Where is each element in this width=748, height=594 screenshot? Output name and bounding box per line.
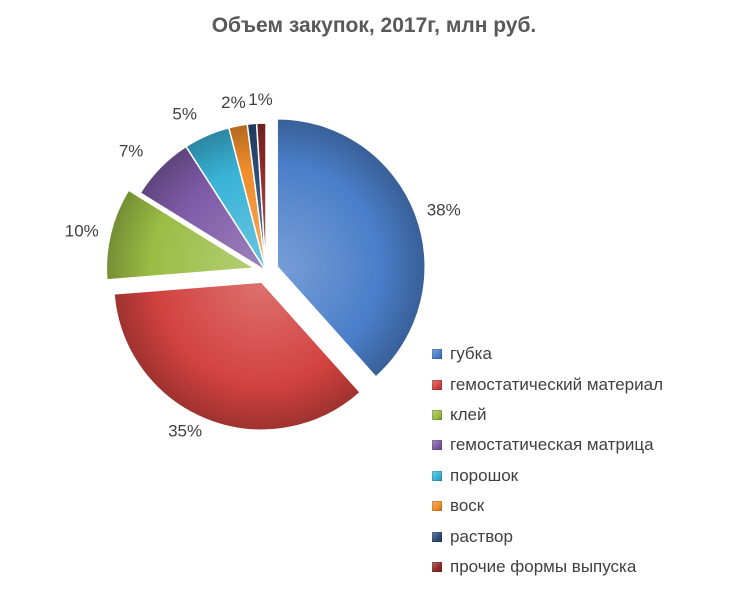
legend-swatch-2 <box>432 379 442 390</box>
pie-slice-3 <box>105 189 257 281</box>
legend-item-4: гемостатическая матрица <box>432 430 663 460</box>
data-label-1: 38% <box>427 201 461 220</box>
legend-swatch-4 <box>432 440 442 451</box>
legend-label-1: губка <box>450 344 492 364</box>
legend-label-8: прочие формы выпуска <box>450 556 637 576</box>
legend-item-2: гемостатический материал <box>432 369 663 399</box>
data-label-8: 1% <box>248 90 273 109</box>
data-label-2: 35% <box>168 422 202 441</box>
legend-label-2: гемостатический материал <box>450 374 663 394</box>
legend-label-7: раствор <box>450 526 513 546</box>
data-label-5: 5% <box>172 104 197 123</box>
legend-item-7: раствор <box>432 521 663 551</box>
legend-label-3: клей <box>450 404 487 424</box>
legend-swatch-8 <box>432 561 442 572</box>
pie-slice-1 <box>276 117 426 379</box>
chart-legend: губка гемостатический материал клей гемоста… <box>432 339 663 582</box>
data-label-3: 10% <box>65 221 99 240</box>
legend-swatch-7 <box>432 531 442 542</box>
legend-item-8: прочие формы выпуска <box>432 552 663 582</box>
pie-slice-2 <box>113 281 362 431</box>
legend-item-3: клей <box>432 400 663 430</box>
pie-slice-8 <box>255 122 267 272</box>
legend-item-6: воск <box>432 491 663 521</box>
legend-item-5: порошок <box>432 461 663 491</box>
legend-label-4: гемостатическая матрица <box>450 435 654 455</box>
legend-swatch-3 <box>432 409 442 420</box>
legend-swatch-1 <box>432 349 442 360</box>
data-label-6: 2% <box>221 93 246 112</box>
legend-label-6: воск <box>450 496 485 516</box>
legend-swatch-6 <box>432 501 442 512</box>
legend-swatch-5 <box>432 470 442 481</box>
chart-title: Объем закупок, 2017г, млн руб. <box>211 14 537 37</box>
legend-label-5: порошок <box>450 465 519 485</box>
data-label-4: 7% <box>119 141 144 160</box>
legend-item-1: губка <box>432 339 663 369</box>
